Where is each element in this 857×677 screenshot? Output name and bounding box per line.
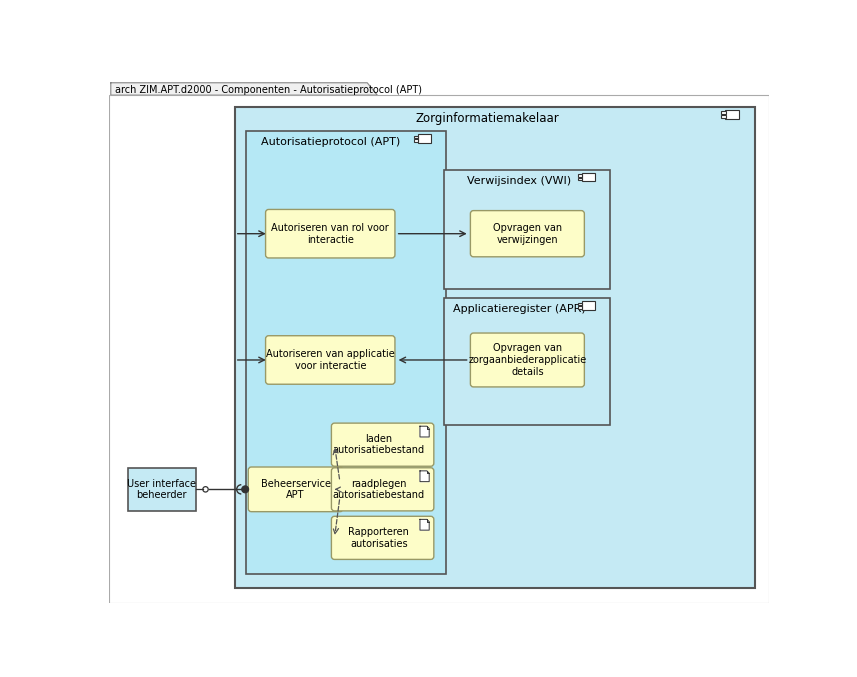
Bar xyxy=(582,173,595,181)
Text: Verwijsindex (VWI): Verwijsindex (VWI) xyxy=(467,175,572,185)
Bar xyxy=(414,139,418,141)
Text: Opvragen van
zorgaanbiederapplicatie
details: Opvragen van zorgaanbiederapplicatie det… xyxy=(468,343,586,376)
FancyBboxPatch shape xyxy=(332,468,434,511)
Polygon shape xyxy=(420,427,429,437)
Bar xyxy=(725,110,739,119)
Bar xyxy=(721,115,726,118)
Circle shape xyxy=(242,486,249,493)
Polygon shape xyxy=(420,471,429,481)
FancyBboxPatch shape xyxy=(266,209,395,258)
Bar xyxy=(578,174,583,177)
FancyBboxPatch shape xyxy=(470,333,584,387)
FancyBboxPatch shape xyxy=(249,467,343,512)
Bar xyxy=(578,306,583,309)
Bar xyxy=(418,134,431,143)
Bar xyxy=(444,170,610,289)
Text: Autoriseren van applicatie
voor interactie: Autoriseren van applicatie voor interact… xyxy=(266,349,394,371)
FancyBboxPatch shape xyxy=(332,423,434,466)
Bar xyxy=(128,468,195,510)
Bar xyxy=(582,301,595,310)
Text: arch ZIM.APT.d2000 - Componenten - Autorisatieprotocol (APT): arch ZIM.APT.d2000 - Componenten - Autor… xyxy=(116,85,423,95)
FancyBboxPatch shape xyxy=(470,211,584,257)
Text: Autorisatieprotocol (APT): Autorisatieprotocol (APT) xyxy=(261,137,400,147)
Bar xyxy=(444,299,610,425)
Text: Opvragen van
verwijzingen: Opvragen van verwijzingen xyxy=(493,223,562,244)
Text: raadplegen
autorisatiebestand: raadplegen autorisatiebestand xyxy=(333,479,425,500)
Bar xyxy=(414,135,418,138)
Text: Zorginformatiemakelaar: Zorginformatiemakelaar xyxy=(415,112,559,125)
Text: laden
autorisatiebestand: laden autorisatiebestand xyxy=(333,434,425,456)
Text: User interface
beheerder: User interface beheerder xyxy=(127,479,196,500)
Polygon shape xyxy=(420,519,429,530)
Text: Beheerservice
APT: Beheerservice APT xyxy=(261,479,331,500)
Bar xyxy=(235,107,754,588)
Bar xyxy=(246,131,446,574)
Bar xyxy=(721,111,726,114)
Bar xyxy=(578,177,583,180)
Polygon shape xyxy=(111,83,377,95)
FancyBboxPatch shape xyxy=(332,517,434,559)
Text: Rapporteren
autorisaties: Rapporteren autorisaties xyxy=(348,527,409,548)
Text: Autoriseren van rol voor
interactie: Autoriseren van rol voor interactie xyxy=(272,223,389,244)
Text: Applicatieregister (APR): Applicatieregister (APR) xyxy=(452,304,585,314)
FancyBboxPatch shape xyxy=(266,336,395,385)
Bar xyxy=(578,303,583,305)
